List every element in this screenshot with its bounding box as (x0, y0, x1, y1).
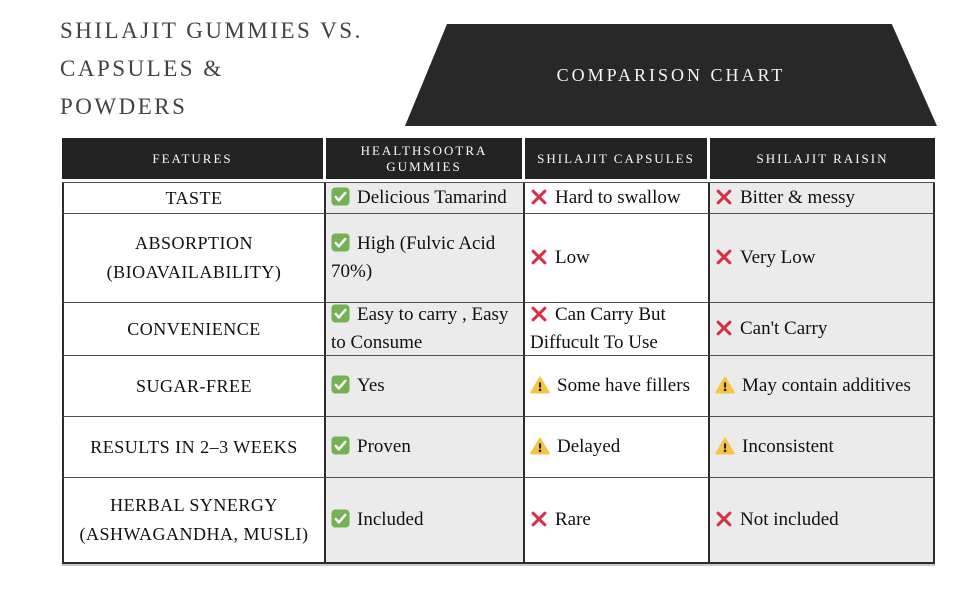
check-icon (331, 233, 350, 252)
cell-text: Yes (357, 375, 385, 396)
feature-cell: TASTE (62, 183, 326, 214)
cross-icon (531, 511, 547, 527)
page-title-line: SHILAJIT GUMMIES VS. (60, 18, 363, 43)
value-cell: Can Carry But Diffucult To Use (525, 303, 710, 356)
cell-text: Can Carry But Diffucult To Use (530, 304, 666, 353)
cell-text: Easy to carry , Easy to Consume (331, 304, 509, 353)
column-header-capsules: SHILAJIT CAPSULES (525, 138, 710, 179)
value-cell: May contain additives (710, 356, 935, 417)
cross-icon (531, 189, 547, 205)
column-header-gummies: HEALTHSOOTRA GUMMIES (326, 138, 525, 179)
check-icon (331, 187, 350, 206)
cell-text: Some have fillers (557, 375, 690, 396)
cell-text: Low (555, 247, 590, 268)
check-icon (331, 509, 350, 528)
banner-label: COMPARISON CHART (556, 64, 786, 85)
warning-icon (715, 437, 735, 455)
table-header-row: FEATURES HEALTHSOOTRA GUMMIES SHILAJIT C… (62, 138, 935, 179)
cell-text: May contain additives (742, 375, 911, 396)
page-title-line: CAPSULES & (60, 56, 224, 81)
cell-text: Not included (740, 509, 839, 530)
value-cell: Included (326, 478, 525, 564)
value-cell: Not included (710, 478, 935, 564)
check-icon (331, 436, 350, 455)
cell-text: Can't Carry (740, 318, 828, 339)
value-cell: Delayed (525, 417, 710, 478)
cell-text: High (Fulvic Acid 70%) (331, 233, 496, 282)
value-cell: Yes (326, 356, 525, 417)
value-cell: High (Fulvic Acid 70%) (326, 214, 525, 303)
feature-cell: ABSORPTION (BIOAVAILABILITY) (62, 214, 326, 303)
cross-icon (716, 320, 732, 336)
cell-text: Inconsistent (742, 436, 834, 457)
cross-icon (716, 511, 732, 527)
check-icon (331, 304, 350, 323)
cell-text: Delicious Tamarind (357, 187, 507, 208)
cell-text: Delayed (557, 436, 621, 457)
value-cell: Very Low (710, 214, 935, 303)
column-header-features: FEATURES (62, 138, 326, 179)
cell-text: Included (357, 509, 424, 530)
value-cell: Low (525, 214, 710, 303)
page-title: SHILAJIT GUMMIES VS. CAPSULES & POWDERS (60, 12, 363, 126)
feature-cell: SUGAR-FREE (62, 356, 326, 417)
feature-cell: HERBAL SYNERGY (ASHWAGANDHA, MUSLI) (62, 478, 326, 564)
cross-icon (716, 249, 732, 265)
warning-icon (530, 376, 550, 394)
warning-icon (530, 437, 550, 455)
value-cell: Can't Carry (710, 303, 935, 356)
value-cell: Hard to swallow (525, 183, 710, 214)
cell-text: Hard to swallow (555, 187, 681, 208)
cross-icon (531, 306, 547, 322)
feature-cell: CONVENIENCE (62, 303, 326, 356)
cell-text: Very Low (740, 247, 816, 268)
value-cell: Rare (525, 478, 710, 564)
value-cell: Proven (326, 417, 525, 478)
column-header-raisin: SHILAJIT RAISIN (710, 138, 935, 179)
value-cell: Easy to carry , Easy to Consume (326, 303, 525, 356)
value-cell: Some have fillers (525, 356, 710, 417)
warning-icon (715, 376, 735, 394)
value-cell: Inconsistent (710, 417, 935, 478)
comparison-table: FEATURES HEALTHSOOTRA GUMMIES SHILAJIT C… (62, 138, 935, 564)
cell-text: Rare (555, 509, 591, 530)
page-title-line: POWDERS (60, 94, 188, 119)
check-icon (331, 375, 350, 394)
cross-icon (716, 189, 732, 205)
value-cell: Delicious Tamarind (326, 183, 525, 214)
cell-text: Proven (357, 436, 411, 457)
table-body: TASTE Delicious Tamarind Hard to swallow Bi… (62, 182, 935, 564)
comparison-banner: COMPARISON CHART (405, 24, 937, 126)
cross-icon (531, 249, 547, 265)
feature-cell: RESULTS IN 2–3 WEEKS (62, 417, 326, 478)
cell-text: Bitter & messy (740, 187, 856, 208)
value-cell: Bitter & messy (710, 183, 935, 214)
